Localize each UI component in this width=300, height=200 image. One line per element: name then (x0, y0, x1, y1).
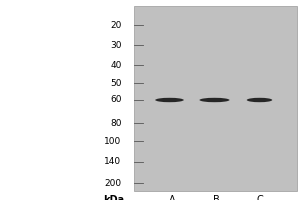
Ellipse shape (155, 98, 184, 102)
Text: 200: 200 (104, 178, 122, 188)
Text: A: A (169, 195, 176, 200)
Text: kDa: kDa (103, 195, 124, 200)
Text: 100: 100 (104, 136, 122, 146)
Text: 30: 30 (110, 40, 122, 49)
Text: B: B (213, 195, 219, 200)
Ellipse shape (200, 98, 230, 102)
Text: 80: 80 (110, 118, 122, 128)
Text: 40: 40 (110, 60, 122, 70)
Ellipse shape (247, 98, 272, 102)
Text: 20: 20 (110, 21, 122, 29)
Text: 140: 140 (104, 158, 122, 166)
Text: 50: 50 (110, 78, 122, 88)
Text: 60: 60 (110, 96, 122, 104)
Bar (134, 6, 297, 191)
Text: C: C (256, 195, 263, 200)
